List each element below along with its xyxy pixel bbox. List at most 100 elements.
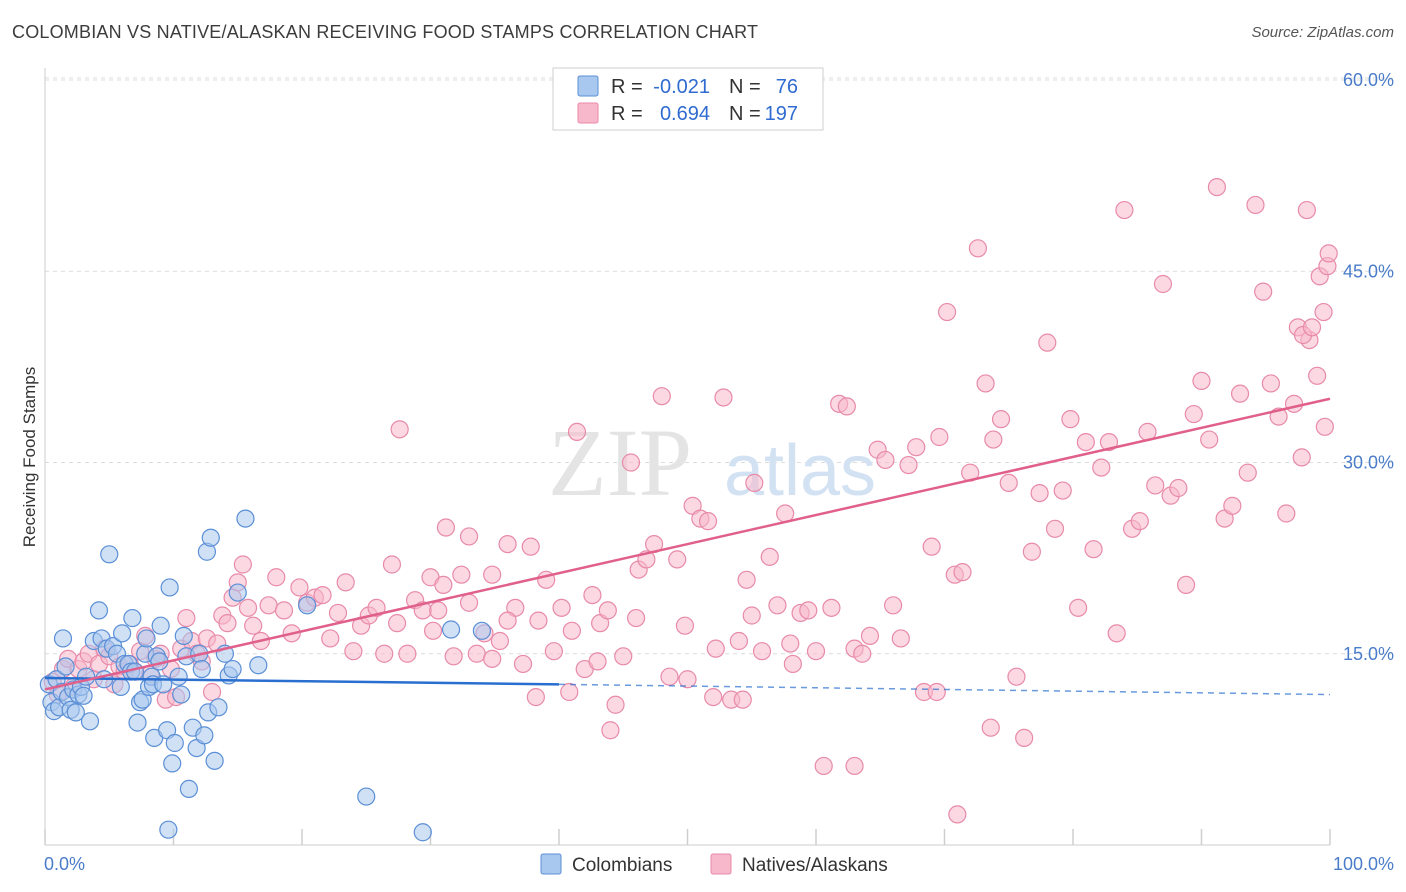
natives-point: [953, 563, 972, 582]
natives-point: [1284, 394, 1304, 413]
natives-point: [423, 621, 443, 640]
natives-point: [344, 642, 363, 661]
natives-point: [367, 598, 386, 617]
colombians-point: [472, 621, 491, 640]
natives-point: [742, 606, 761, 625]
natives-point: [1297, 200, 1316, 220]
natives-point: [1308, 366, 1327, 385]
natives-point: [1084, 540, 1103, 559]
natives-point: [444, 647, 463, 666]
natives-point: [948, 805, 967, 824]
series-label-colombians: Colombians: [572, 855, 672, 876]
colombians-point: [151, 616, 170, 635]
natives-point: [968, 239, 988, 258]
natives-point: [991, 410, 1011, 429]
natives-point: [521, 537, 540, 556]
natives-point: [513, 654, 533, 674]
natives-point: [459, 527, 479, 546]
natives-point: [927, 682, 946, 702]
natives-point: [429, 601, 448, 620]
colombians-point: [174, 626, 193, 646]
natives-point: [436, 518, 456, 537]
natives-point: [526, 687, 545, 707]
natives-point: [783, 654, 802, 674]
natives-point: [1223, 496, 1242, 515]
natives-point: [714, 388, 733, 407]
natives-point: [467, 644, 486, 663]
colombians-point: [80, 712, 100, 731]
colombians-point: [89, 601, 109, 620]
natives-point: [1038, 333, 1057, 352]
natives-point: [336, 573, 355, 592]
natives-point: [434, 575, 453, 595]
colombians-point: [165, 733, 184, 753]
natives-point: [483, 649, 502, 668]
natives-point: [233, 555, 252, 574]
stats-legend: R = -0.021 N = 76 R = 0.694 N = 197: [552, 67, 824, 131]
natives-point: [1319, 244, 1338, 263]
natives-point: [498, 611, 517, 630]
natives-point: [652, 387, 671, 406]
natives-point: [552, 598, 571, 617]
legend-swatch-natives: [577, 102, 599, 124]
natives-point: [1207, 178, 1227, 197]
colombians-trend-extension: [558, 683, 1331, 696]
natives-point: [1238, 463, 1257, 482]
natives-point: [1007, 667, 1026, 686]
legend-n-value-colombians: 76: [776, 76, 798, 98]
natives-point: [1061, 410, 1080, 429]
natives-point: [452, 565, 471, 584]
natives-point: [733, 690, 752, 709]
legend-n-value-natives: 197: [765, 103, 798, 125]
colombians-point: [228, 583, 247, 602]
natives-point: [976, 374, 995, 393]
natives-point: [202, 682, 222, 702]
natives-point: [290, 578, 309, 597]
natives-point: [806, 642, 826, 661]
x-tick-marks: [44, 829, 1331, 845]
natives-point: [398, 644, 417, 663]
natives-point: [375, 644, 394, 663]
natives-point: [891, 629, 910, 648]
watermark: ZIP atlas: [548, 409, 876, 516]
natives-point: [1045, 519, 1065, 538]
natives-point: [626, 608, 646, 628]
natives-point: [267, 568, 286, 587]
natives-point: [562, 621, 581, 640]
colombians-point: [53, 629, 73, 648]
natives-point: [459, 593, 479, 612]
natives-point: [822, 598, 841, 617]
natives-point: [382, 555, 402, 574]
natives-point: [781, 634, 800, 653]
natives-point: [1099, 433, 1119, 452]
chart-source: Source: ZipAtlas.com: [1251, 24, 1394, 41]
natives-point: [259, 596, 278, 615]
natives-point: [760, 547, 779, 566]
natives-point: [999, 473, 1018, 492]
natives-point: [899, 455, 918, 475]
y-axis-label: Receiving Food Stamps: [20, 367, 39, 547]
natives-point: [1192, 371, 1211, 390]
natives-point: [490, 631, 509, 651]
colombians-point: [192, 659, 211, 679]
natives-point: [238, 598, 258, 617]
natives-point: [560, 682, 579, 702]
natives-point: [1314, 302, 1333, 322]
natives-point: [274, 601, 294, 620]
natives-point: [706, 639, 725, 658]
legend-n-label-colombians: N =: [729, 76, 761, 98]
natives-point: [737, 570, 756, 589]
natives-point: [588, 652, 607, 671]
natives-point: [483, 565, 502, 584]
natives-point: [1292, 448, 1311, 467]
natives-point: [1230, 384, 1250, 403]
natives-point: [1015, 728, 1034, 748]
watermark-zip: ZIP: [548, 409, 692, 516]
natives-point: [244, 616, 263, 635]
natives-point: [567, 422, 587, 441]
natives-point: [1030, 484, 1049, 503]
natives-point: [1076, 433, 1095, 452]
natives-trend-line: [44, 397, 1331, 691]
colombians-point: [223, 659, 242, 679]
colombians-point: [298, 596, 317, 615]
